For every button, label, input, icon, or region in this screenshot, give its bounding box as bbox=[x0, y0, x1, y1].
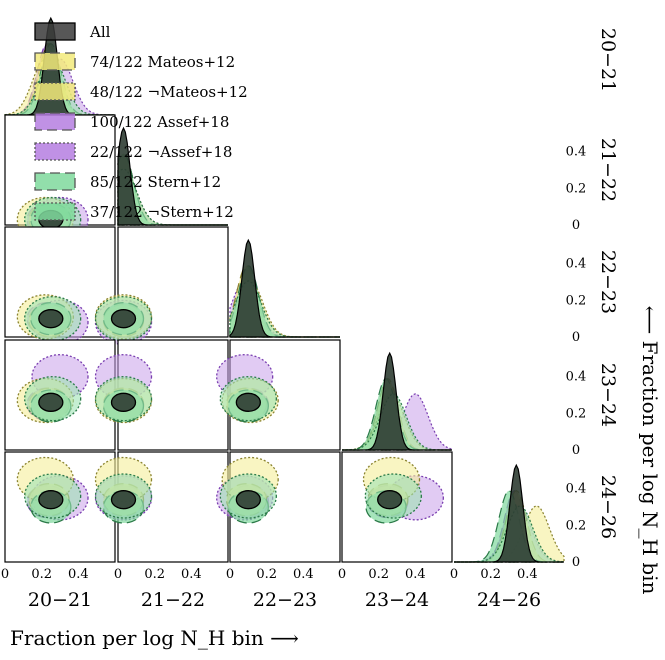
x-tick-3-1: 0 bbox=[226, 567, 234, 582]
row-label-4: 23−24 bbox=[597, 363, 619, 427]
contour-all-4-1 bbox=[38, 392, 64, 412]
y-tick-2-2: 0.2 bbox=[566, 181, 587, 196]
x-tick-3-3: 0.4 bbox=[293, 567, 314, 582]
legend-swatch-22-122-assef-18 bbox=[34, 142, 76, 161]
marginal-all-5 bbox=[454, 463, 564, 563]
y-tick-5-1: 0 bbox=[572, 555, 580, 570]
y-tick-4-1: 0 bbox=[572, 443, 580, 458]
contour-all-5-1 bbox=[38, 490, 64, 510]
marginal-all-3 bbox=[229, 238, 340, 338]
x-tick-4-2: 0.2 bbox=[368, 567, 389, 582]
legend-swatch-37-122-stern-12 bbox=[34, 202, 76, 221]
legend-swatch-48-122-mateos-12 bbox=[34, 82, 76, 101]
legend-label-100-122-assef-18: 100/122 Assef+18 bbox=[90, 113, 229, 131]
legend-swatch-100-122-assef-18 bbox=[34, 112, 76, 131]
x-tick-4-3: 0.4 bbox=[405, 567, 426, 582]
x-tick-4-1: 0 bbox=[338, 567, 346, 582]
y-axis-label: ⟵ Fraction per log N_H bin bbox=[638, 306, 662, 595]
y-tick-4-2: 0.2 bbox=[566, 406, 587, 421]
y-tick-5-2: 0.2 bbox=[566, 518, 587, 533]
row-label-2: 21−22 bbox=[597, 138, 619, 202]
x-tick-5-2: 0.2 bbox=[480, 567, 501, 582]
legend-label-48-122-mateos-12: 48/122 ¬Mateos+12 bbox=[90, 83, 248, 101]
legend-swatch-all bbox=[34, 22, 76, 41]
y-tick-5-3: 0.4 bbox=[566, 482, 587, 497]
x-tick-1-3: 0.4 bbox=[68, 567, 89, 582]
contour-all-5-2 bbox=[110, 490, 137, 510]
y-tick-3-3: 0.4 bbox=[566, 257, 587, 272]
column-label-3: 22−23 bbox=[253, 589, 317, 611]
legend-label-37-122-stern-12: 37/122 ¬Stern+12 bbox=[90, 203, 234, 221]
y-tick-2-1: 0 bbox=[572, 218, 580, 233]
y-tick-4-3: 0.4 bbox=[566, 370, 587, 385]
legend-label-85-122-stern-12: 85/122 Stern+12 bbox=[90, 173, 221, 191]
x-tick-3-2: 0.2 bbox=[256, 567, 277, 582]
x-tick-2-2: 0.2 bbox=[144, 567, 165, 582]
marginal-all-2 bbox=[117, 126, 228, 226]
row-label-1: 20−21 bbox=[597, 28, 619, 92]
contour-all-5-3 bbox=[235, 490, 261, 510]
y-tick-2-3: 0.4 bbox=[566, 145, 587, 160]
marginal-all-4 bbox=[342, 351, 452, 451]
column-label-4: 23−24 bbox=[365, 589, 429, 611]
legend-swatch-74-122-mateos-12 bbox=[34, 52, 76, 71]
contour-all-4-2 bbox=[110, 392, 137, 412]
y-tick-3-2: 0.2 bbox=[566, 293, 587, 308]
legend-label-22-122-assef-18: 22/122 ¬Assef+18 bbox=[90, 143, 232, 161]
legend-label-74-122-mateos-12: 74/122 Mateos+12 bbox=[90, 53, 235, 71]
legend-label-all: All bbox=[89, 23, 111, 41]
x-tick-1-2: 0.2 bbox=[31, 567, 52, 582]
row-label-5: 24−26 bbox=[597, 475, 619, 539]
legend-swatch-85-122-stern-12 bbox=[34, 172, 76, 191]
x-tick-2-3: 0.4 bbox=[181, 567, 202, 582]
column-label-1: 20−21 bbox=[28, 589, 92, 611]
contour-all-5-4 bbox=[377, 490, 403, 510]
x-tick-5-3: 0.4 bbox=[517, 567, 538, 582]
column-label-5: 24−26 bbox=[477, 589, 541, 611]
contour-all-3-2 bbox=[110, 309, 137, 329]
y-tick-3-1: 0 bbox=[572, 330, 580, 345]
contour-all-4-3 bbox=[235, 392, 261, 412]
x-tick-2-1: 0 bbox=[114, 567, 122, 582]
column-label-2: 21−22 bbox=[141, 589, 205, 611]
x-tick-1-1: 0 bbox=[1, 567, 9, 582]
x-tick-5-1: 0 bbox=[450, 567, 458, 582]
row-label-3: 22−23 bbox=[597, 250, 619, 314]
legend: All 74/122 Mateos+12 48/122 ¬Mateos+12 100/… bbox=[34, 22, 248, 221]
x-axis-label: Fraction per log N_H bin ⟶ bbox=[10, 626, 299, 650]
contour-all-3-1 bbox=[38, 309, 64, 329]
